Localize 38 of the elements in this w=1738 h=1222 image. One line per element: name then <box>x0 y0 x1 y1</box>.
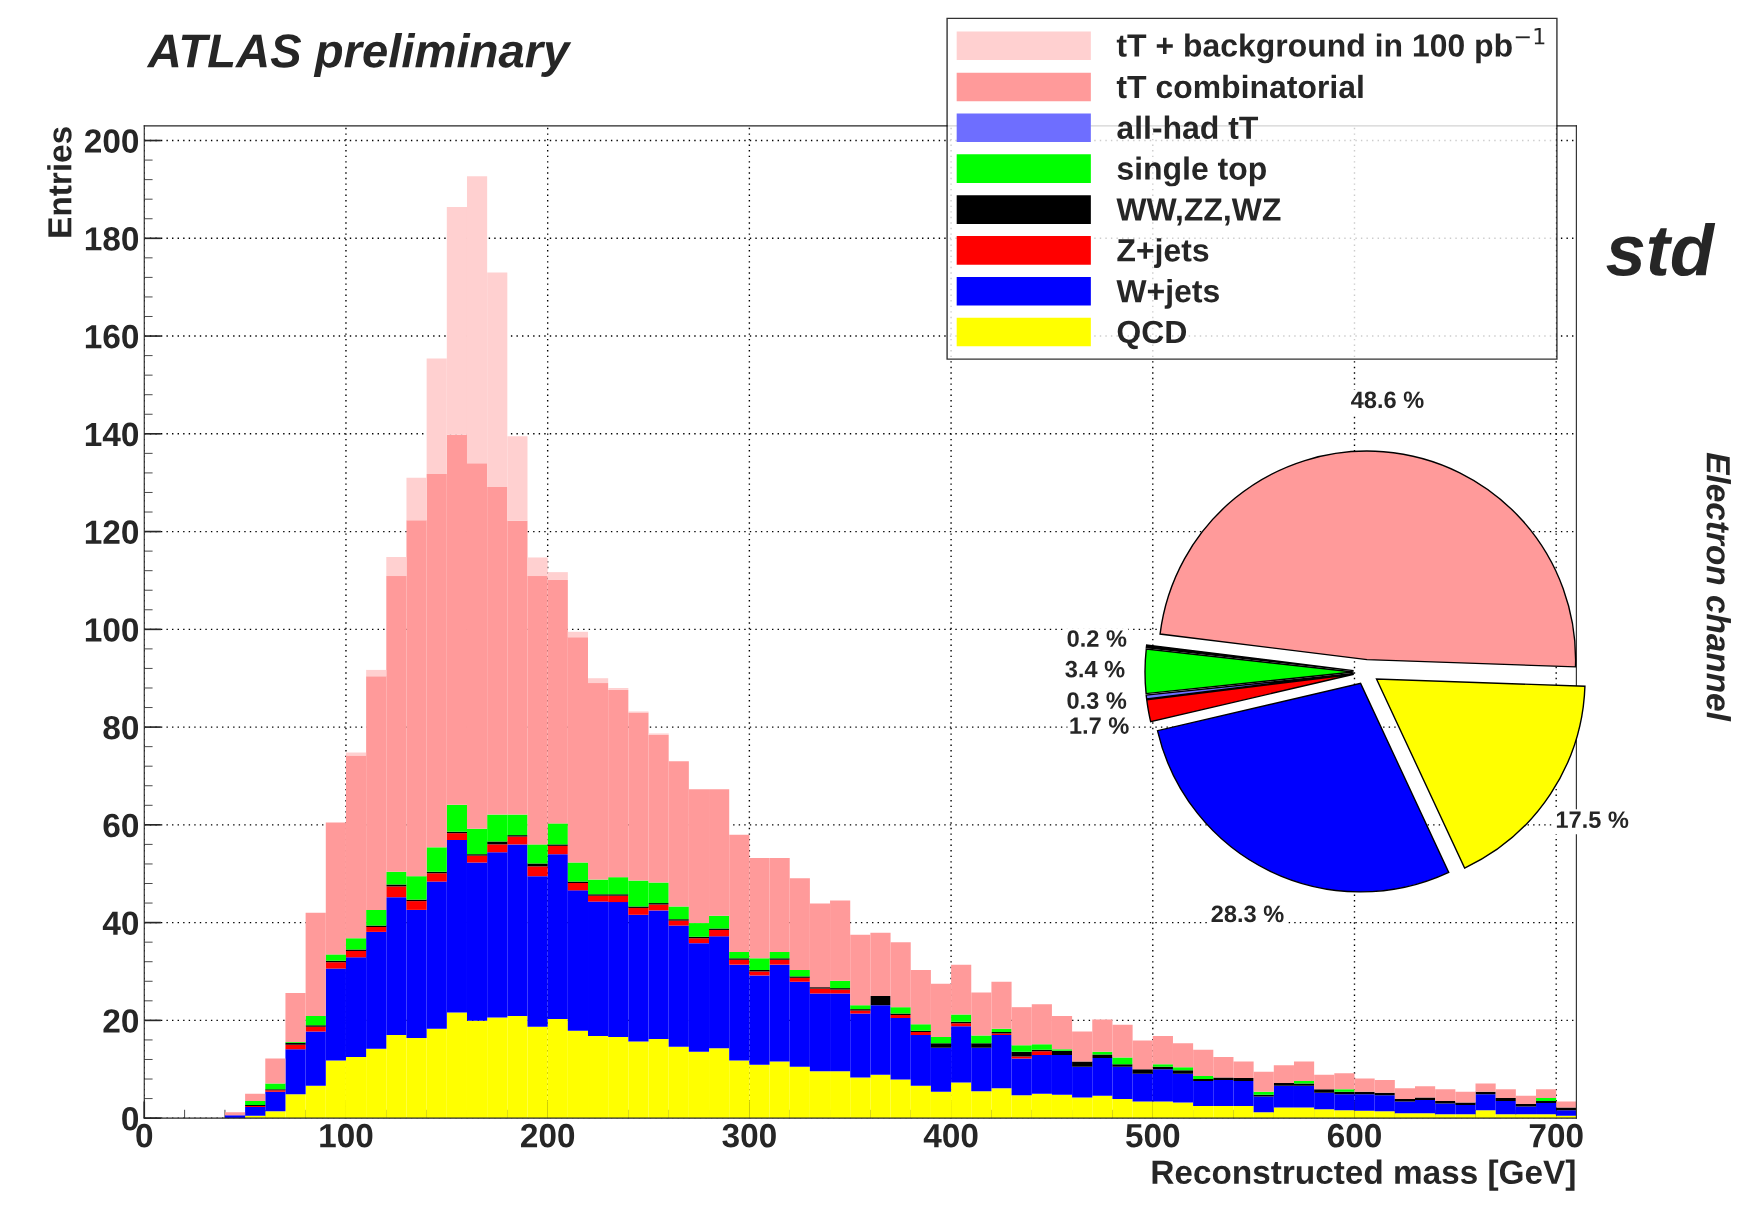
x-tick-label: 600 <box>1327 1123 1381 1148</box>
data-label: 0.3 % <box>1067 692 1127 709</box>
text: Electron channel <box>1706 452 1731 722</box>
chart-title: ATLAS preliminary <box>146 32 572 77</box>
legend-label: tT + background in 100 pb$^{−1}$ <box>1116 28 1545 64</box>
y-tick-label: 160 <box>85 324 139 349</box>
data-label: 1.7 % <box>1070 717 1129 734</box>
y-tick-label: 40 <box>102 911 139 936</box>
y-tick-label: 80 <box>103 715 139 740</box>
y-tick-label: 200 <box>84 129 139 153</box>
data-label: 28.3 % <box>1211 905 1284 923</box>
legend-label: Z+jets <box>1117 238 1209 268</box>
y-tick-label: 0 <box>122 1106 139 1131</box>
legend-label: single top <box>1117 156 1266 187</box>
data-label: 48.6 % <box>1351 391 1424 409</box>
legend-label: all-had tT <box>1117 115 1259 140</box>
legend-label: QCD <box>1117 320 1187 350</box>
data-label: 3.4 % <box>1065 660 1125 678</box>
y-tick-label: 140 <box>85 422 139 447</box>
legend-label: W+jets <box>1116 278 1219 309</box>
y-tick-label: 180 <box>85 227 139 251</box>
x-tick-label: 200 <box>521 1123 575 1148</box>
legend-label: WW,ZZ,WZ <box>1116 198 1281 226</box>
y-tick-label: 20 <box>103 1009 139 1033</box>
y-tick-label: 120 <box>85 520 139 544</box>
x-tick-label: 100 <box>320 1123 373 1148</box>
x-tick-label: 400 <box>923 1123 978 1148</box>
y-tick-label: 60 <box>103 813 139 838</box>
data-label: 17.5 % <box>1556 811 1629 829</box>
text: std <box>1606 222 1716 277</box>
legend-label: tT combinatorial <box>1116 74 1363 99</box>
x-axis-title: Reconstructed mass [GeV] <box>1152 1159 1575 1191</box>
y-axis-title: Entries <box>47 127 72 237</box>
x-tick-label: 300 <box>722 1123 776 1148</box>
x-tick-label: 700 <box>1529 1123 1583 1148</box>
x-tick-label: 500 <box>1126 1123 1180 1148</box>
data-label: 0.2 % <box>1067 630 1127 647</box>
y-tick-label: 100 <box>85 618 139 642</box>
